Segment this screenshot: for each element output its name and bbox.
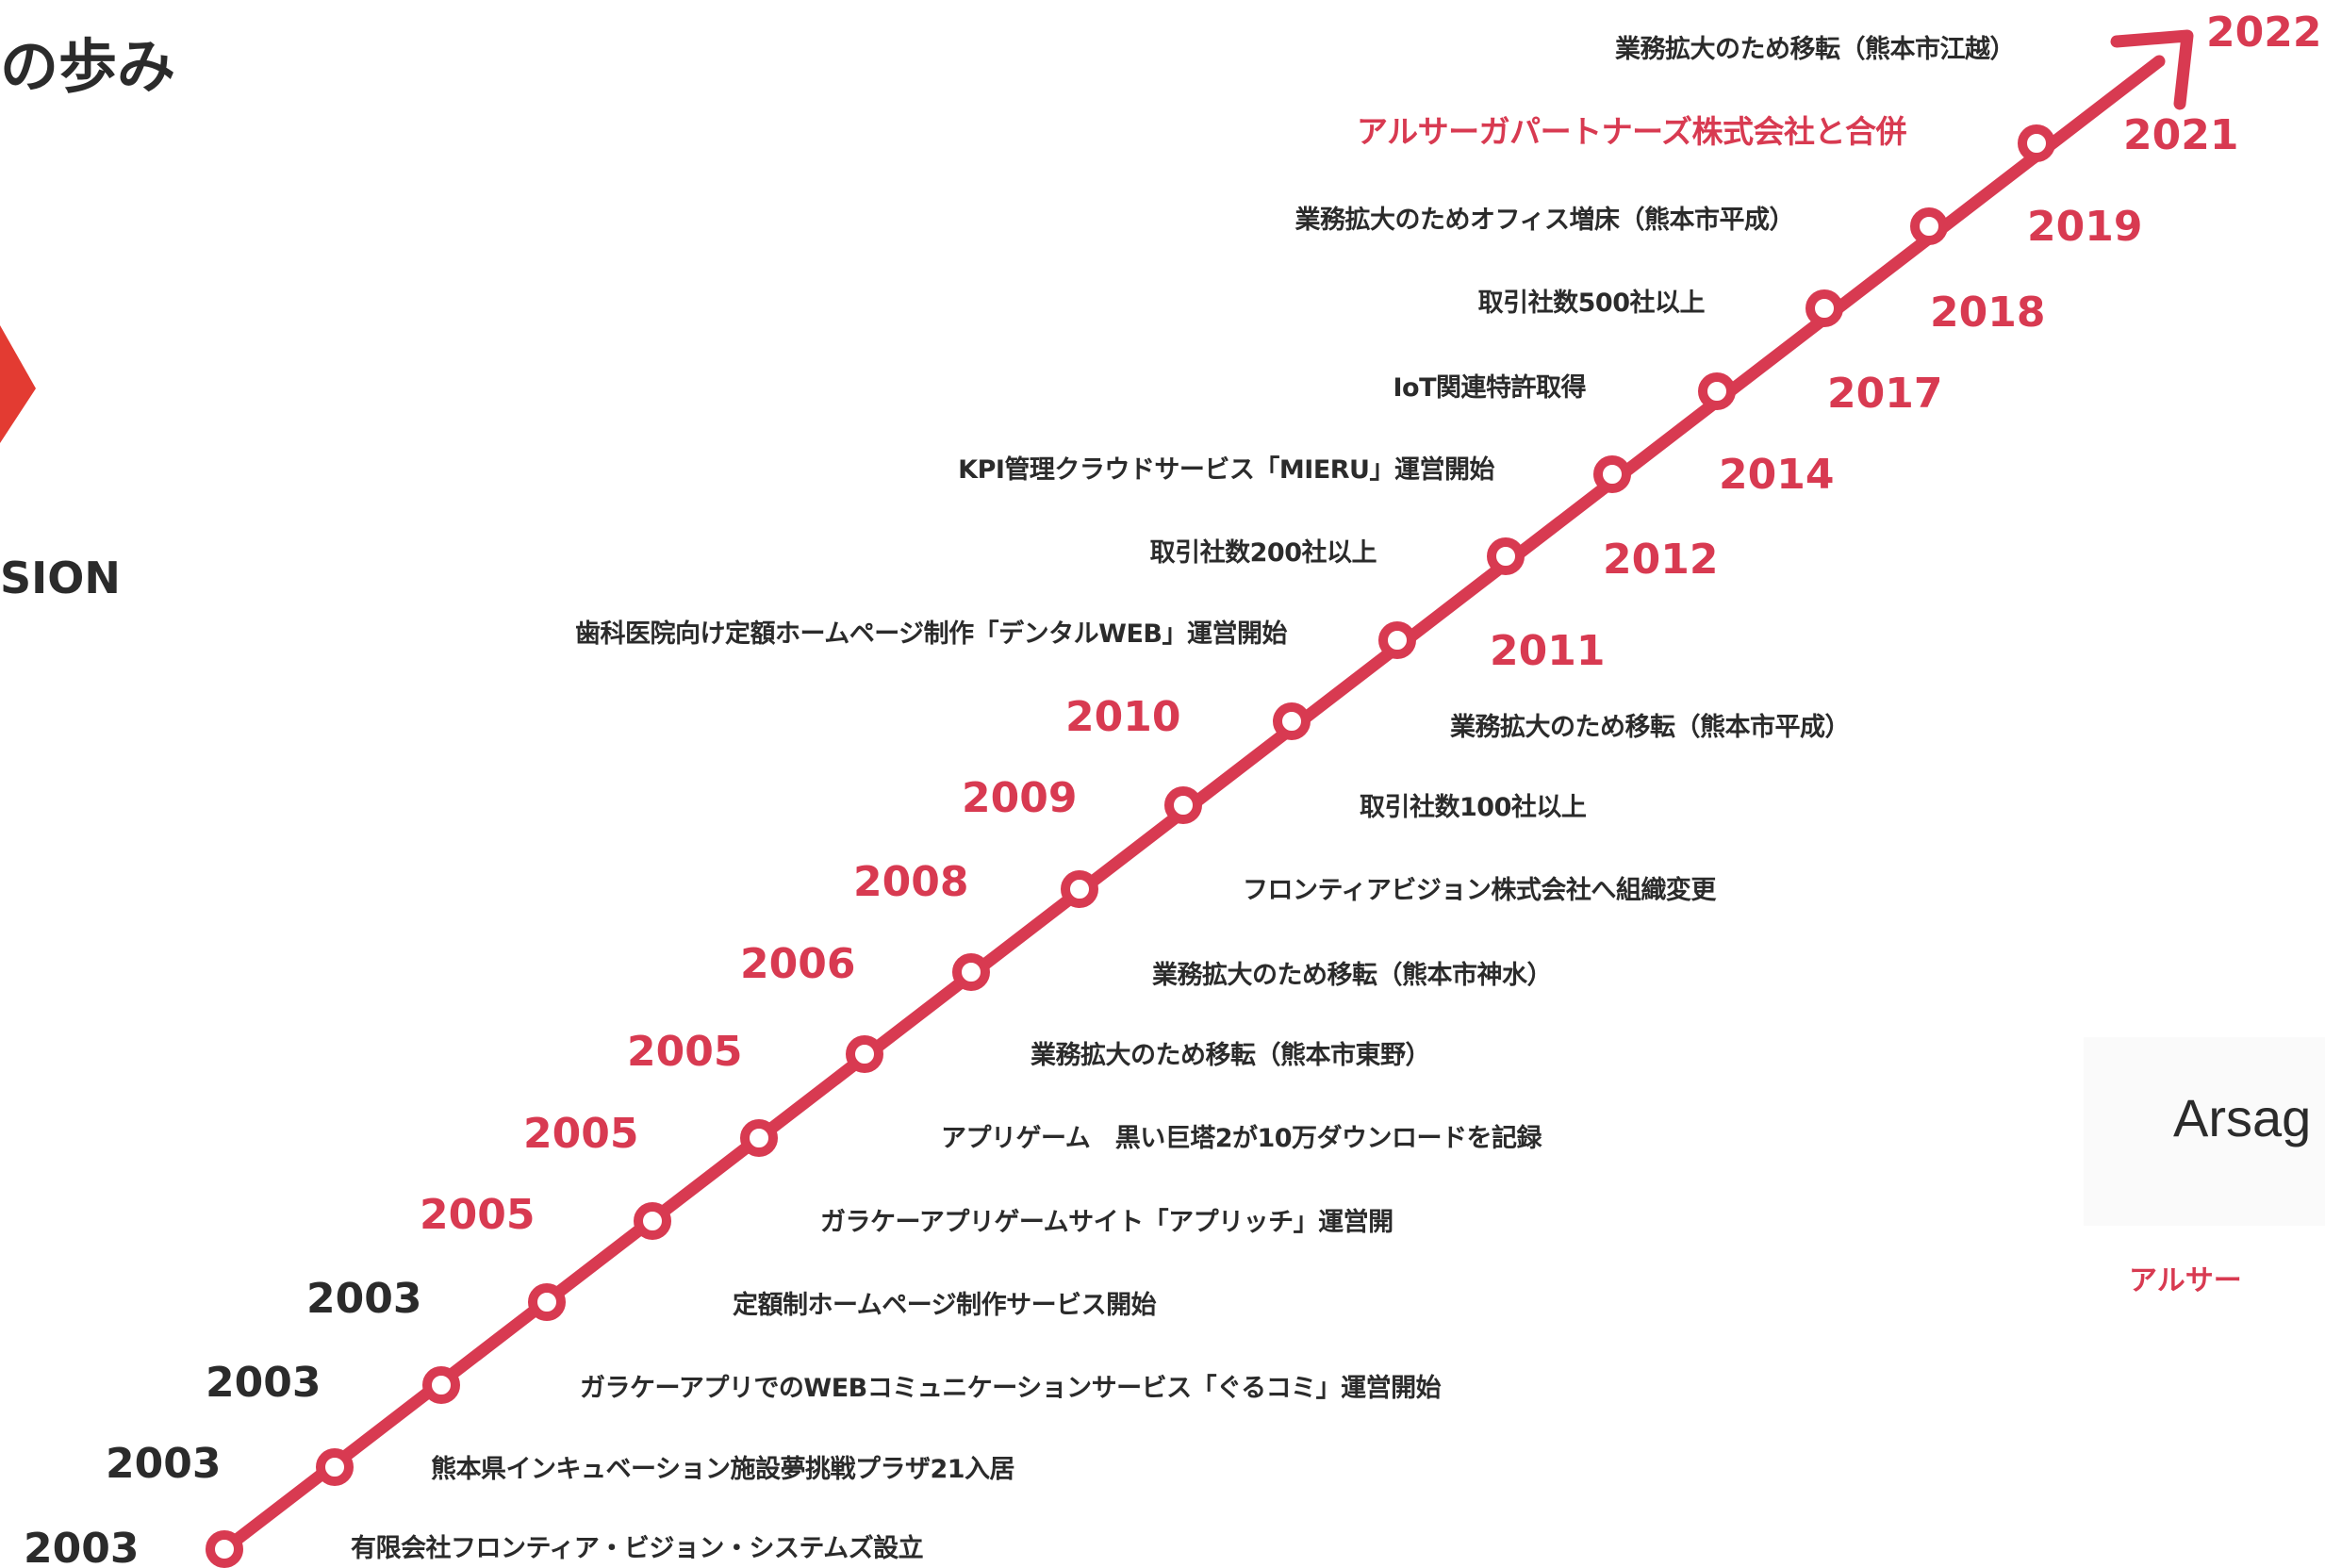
timeline-node [1487,537,1525,575]
side-panel-subtitle: アルサー [2129,1264,2242,1297]
timeline-event: アルサーガパートナーズ株式会社と合併 [1356,113,1907,150]
timeline-node [1273,702,1311,740]
timeline-event: 業務拡大のため移転（熊本市江越） [1615,35,2016,64]
timeline-event: KPI管理クラウドサービス「MIERU」運営開始 [958,455,1494,485]
timeline-node [2018,124,2055,162]
side-panel [2084,1037,2325,1226]
timeline-event: 取引社数100社以上 [1360,793,1587,822]
timeline-node [206,1530,243,1568]
timeline-event: IoT関連特許取得 [1393,373,1586,403]
brand-wordmark: SION [0,553,121,603]
timeline-year: 2009 [962,774,1078,822]
timeline-year: 2011 [1490,627,1606,675]
timeline-node [634,1202,671,1240]
timeline-event: ガラケーアプリでのWEBコミュニケーションサービス「ぐるコミ」運営開始 [580,1374,1442,1403]
timeline-arrowhead [2110,29,2194,110]
timeline-year: 2005 [627,1028,743,1076]
timeline-year: 2003 [306,1275,422,1323]
timeline-node [528,1283,566,1321]
timeline-event: アプリゲーム 黒い巨塔2が10万ダウンロードを記録 [941,1124,1542,1153]
timeline-node [1806,289,1843,327]
timeline-event: 熊本県インキュベーション施設夢挑戦プラザ21入居 [431,1455,1015,1484]
timeline-event: 取引社数200社以上 [1149,538,1377,568]
timeline-event: ガラケーアプリゲームサイト「アプリッチ」運営開 [820,1208,1393,1237]
timeline-node [740,1119,778,1157]
timeline-event: 歯科医院向け定額ホームページ制作「デンタルWEB」運営開始 [575,619,1287,649]
timeline-event: 定額制ホームページ制作サービス開始 [733,1291,1157,1320]
timeline-year: 2014 [1719,451,1835,499]
timeline-year: 2019 [2027,203,2143,251]
timeline-year: 2018 [1930,289,2046,337]
timeline-event: 業務拡大のため移転（熊本市平成） [1450,713,1851,742]
timeline-event: 取引社数500社以上 [1477,289,1706,318]
timeline-year: 2022 [2206,8,2322,57]
timeline-year: 2003 [24,1525,140,1568]
timeline-event: フロンティアビジョン株式会社へ組織変更 [1243,876,1716,905]
timeline-node [1164,786,1202,824]
page-title: の歩み [0,32,176,101]
timeline-event: 有限会社フロンティア・ビジョン・システムズ設立 [351,1534,924,1563]
timeline-nodes [206,124,2055,1568]
timeline-year: 2003 [106,1440,222,1488]
timeline-year: 2003 [206,1359,322,1407]
timeline-node [1910,207,1948,245]
timeline-event: 業務拡大のためオフィス増床（熊本市平成） [1294,206,1795,235]
timeline-node [1698,372,1736,410]
timeline-node [1378,621,1416,659]
timeline-year: 2005 [420,1191,536,1239]
timeline-event: 業務拡大のため移転（熊本市神水） [1152,961,1553,990]
timeline-year: 2005 [523,1110,639,1158]
timeline-year: 2010 [1065,693,1181,741]
timeline-node [1593,455,1631,493]
timeline-year: 2008 [853,858,969,906]
timeline-node [422,1366,460,1404]
timeline-node [846,1035,883,1073]
logo-chevron-icon [0,325,36,443]
timeline-year: 2006 [740,940,856,988]
side-panel-name: Arsag [2173,1088,2312,1147]
timeline-year: 2021 [2123,111,2239,159]
timeline-node [1061,870,1098,908]
timeline-event: 業務拡大のため移転（熊本市東野） [1031,1041,1431,1070]
timeline-node [316,1448,354,1486]
timeline-year: 2017 [1827,370,1943,418]
timeline-node [952,953,990,991]
timeline-year: 2012 [1603,536,1719,584]
